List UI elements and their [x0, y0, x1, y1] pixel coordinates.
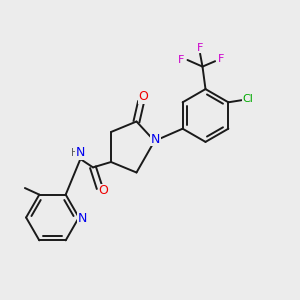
Text: F: F	[197, 43, 203, 53]
Text: Cl: Cl	[243, 94, 254, 104]
Text: N: N	[76, 146, 85, 160]
Text: O: O	[98, 184, 108, 197]
Text: F: F	[178, 55, 184, 65]
Text: N: N	[151, 133, 160, 146]
Text: O: O	[139, 90, 148, 103]
Text: H: H	[71, 148, 79, 158]
Text: N: N	[78, 212, 87, 225]
Text: F: F	[218, 54, 224, 64]
Text: N: N	[151, 133, 160, 146]
